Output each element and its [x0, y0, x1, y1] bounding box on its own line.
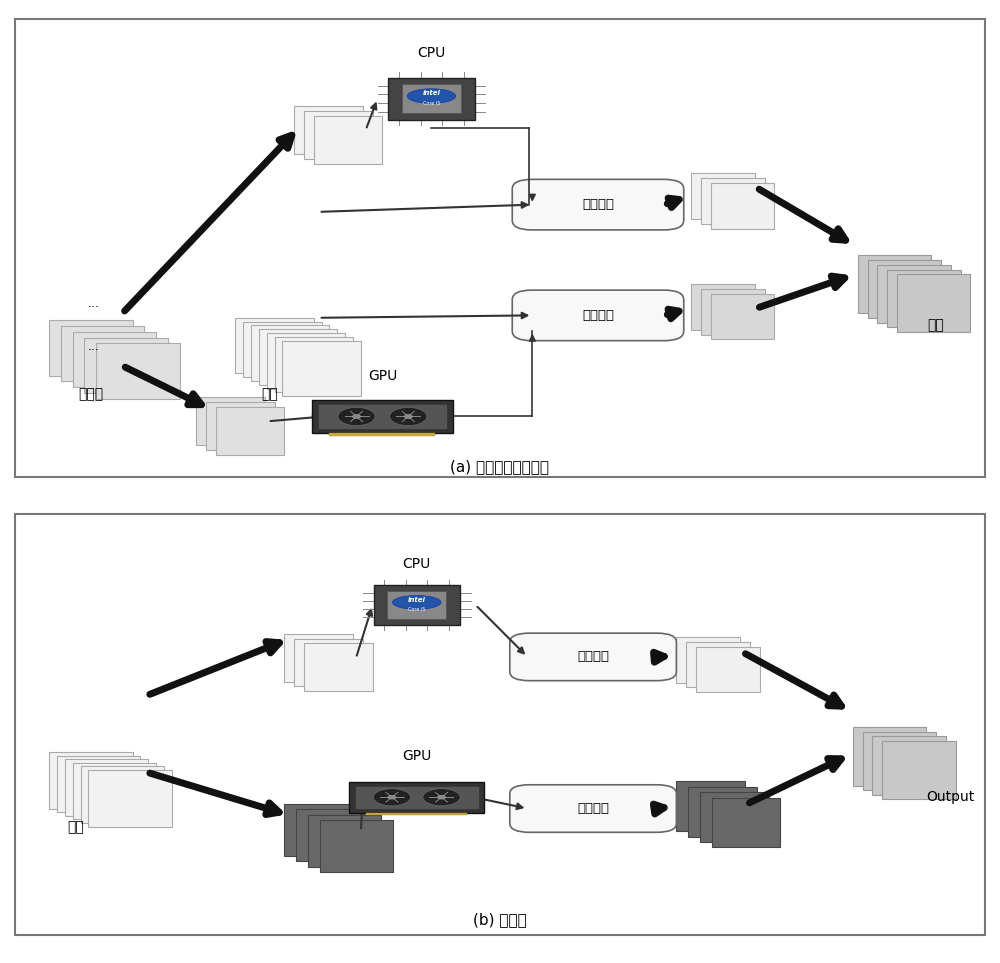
Text: Core i5: Core i5 — [423, 101, 440, 106]
FancyBboxPatch shape — [402, 84, 461, 114]
FancyBboxPatch shape — [61, 325, 144, 381]
FancyBboxPatch shape — [897, 274, 970, 332]
Text: 卷积运算: 卷积运算 — [582, 198, 614, 211]
FancyBboxPatch shape — [304, 643, 373, 690]
Text: 输入: 输入 — [67, 820, 84, 834]
Text: Output: Output — [927, 791, 975, 804]
Text: GPU: GPU — [402, 749, 431, 764]
Bar — [312, 401, 453, 432]
Text: CPU: CPU — [417, 46, 446, 60]
Bar — [329, 432, 435, 435]
FancyBboxPatch shape — [296, 810, 370, 862]
FancyBboxPatch shape — [57, 756, 140, 812]
FancyBboxPatch shape — [510, 785, 676, 832]
FancyBboxPatch shape — [96, 343, 180, 399]
FancyBboxPatch shape — [259, 329, 337, 384]
Circle shape — [338, 407, 375, 426]
FancyBboxPatch shape — [65, 759, 148, 816]
FancyBboxPatch shape — [691, 284, 755, 329]
Text: ...: ... — [87, 297, 99, 310]
Circle shape — [437, 795, 445, 799]
FancyBboxPatch shape — [872, 736, 946, 795]
FancyBboxPatch shape — [374, 585, 460, 625]
Text: Core i5: Core i5 — [408, 607, 425, 612]
FancyBboxPatch shape — [308, 815, 381, 867]
Circle shape — [388, 795, 396, 799]
FancyBboxPatch shape — [388, 78, 475, 119]
FancyBboxPatch shape — [691, 173, 755, 220]
Text: intel: intel — [408, 597, 426, 603]
FancyBboxPatch shape — [282, 341, 361, 396]
Bar — [355, 786, 479, 809]
FancyBboxPatch shape — [314, 116, 382, 164]
Text: 输出: 输出 — [928, 318, 944, 332]
Circle shape — [404, 414, 412, 419]
FancyBboxPatch shape — [877, 265, 951, 323]
FancyBboxPatch shape — [882, 741, 956, 799]
FancyBboxPatch shape — [387, 591, 446, 618]
Text: (a) 卷积层和全连接层: (a) 卷积层和全连接层 — [450, 459, 550, 475]
Text: 卷积核: 卷积核 — [79, 387, 104, 402]
FancyBboxPatch shape — [81, 767, 164, 823]
FancyBboxPatch shape — [858, 255, 931, 313]
FancyBboxPatch shape — [284, 804, 358, 856]
FancyBboxPatch shape — [853, 727, 926, 786]
FancyBboxPatch shape — [512, 179, 684, 230]
FancyBboxPatch shape — [294, 638, 363, 687]
Bar — [318, 404, 447, 429]
FancyBboxPatch shape — [73, 331, 156, 387]
FancyBboxPatch shape — [676, 781, 745, 831]
FancyBboxPatch shape — [711, 183, 774, 228]
Text: 卷积运算: 卷积运算 — [582, 309, 614, 322]
FancyBboxPatch shape — [206, 402, 275, 450]
FancyBboxPatch shape — [235, 318, 314, 373]
Text: 池化运算: 池化运算 — [577, 650, 609, 664]
FancyBboxPatch shape — [73, 763, 156, 820]
FancyBboxPatch shape — [696, 646, 760, 691]
Ellipse shape — [392, 595, 441, 610]
FancyBboxPatch shape — [868, 260, 941, 318]
Bar — [349, 782, 484, 813]
FancyBboxPatch shape — [243, 322, 322, 377]
Text: 输入: 输入 — [261, 387, 278, 402]
FancyBboxPatch shape — [88, 770, 172, 826]
FancyBboxPatch shape — [701, 289, 765, 334]
FancyBboxPatch shape — [294, 106, 363, 154]
Text: intel: intel — [422, 91, 440, 96]
Text: GPU: GPU — [368, 369, 397, 382]
Circle shape — [353, 414, 361, 419]
FancyBboxPatch shape — [275, 337, 353, 392]
FancyBboxPatch shape — [49, 752, 132, 809]
Text: (b) 池化层: (b) 池化层 — [473, 912, 527, 927]
FancyBboxPatch shape — [701, 178, 765, 223]
FancyBboxPatch shape — [284, 635, 353, 682]
Text: 池化运算: 池化运算 — [577, 802, 609, 815]
FancyBboxPatch shape — [863, 732, 936, 791]
FancyBboxPatch shape — [304, 111, 373, 159]
Circle shape — [423, 789, 460, 806]
Ellipse shape — [407, 89, 456, 103]
Bar — [366, 813, 467, 816]
FancyBboxPatch shape — [320, 820, 393, 872]
FancyBboxPatch shape — [676, 638, 740, 683]
Text: ...: ... — [87, 340, 99, 353]
FancyBboxPatch shape — [711, 294, 774, 340]
Text: CPU: CPU — [403, 557, 431, 571]
FancyBboxPatch shape — [196, 397, 265, 445]
FancyBboxPatch shape — [700, 793, 769, 842]
FancyBboxPatch shape — [84, 337, 168, 393]
FancyBboxPatch shape — [688, 787, 757, 837]
Circle shape — [373, 789, 411, 806]
FancyBboxPatch shape — [510, 633, 676, 681]
FancyBboxPatch shape — [512, 290, 684, 341]
FancyBboxPatch shape — [712, 797, 780, 847]
FancyBboxPatch shape — [887, 270, 961, 327]
FancyBboxPatch shape — [251, 325, 329, 380]
FancyBboxPatch shape — [686, 642, 750, 688]
FancyBboxPatch shape — [267, 333, 345, 388]
Circle shape — [390, 407, 427, 426]
FancyBboxPatch shape — [49, 320, 132, 376]
FancyBboxPatch shape — [216, 406, 284, 455]
